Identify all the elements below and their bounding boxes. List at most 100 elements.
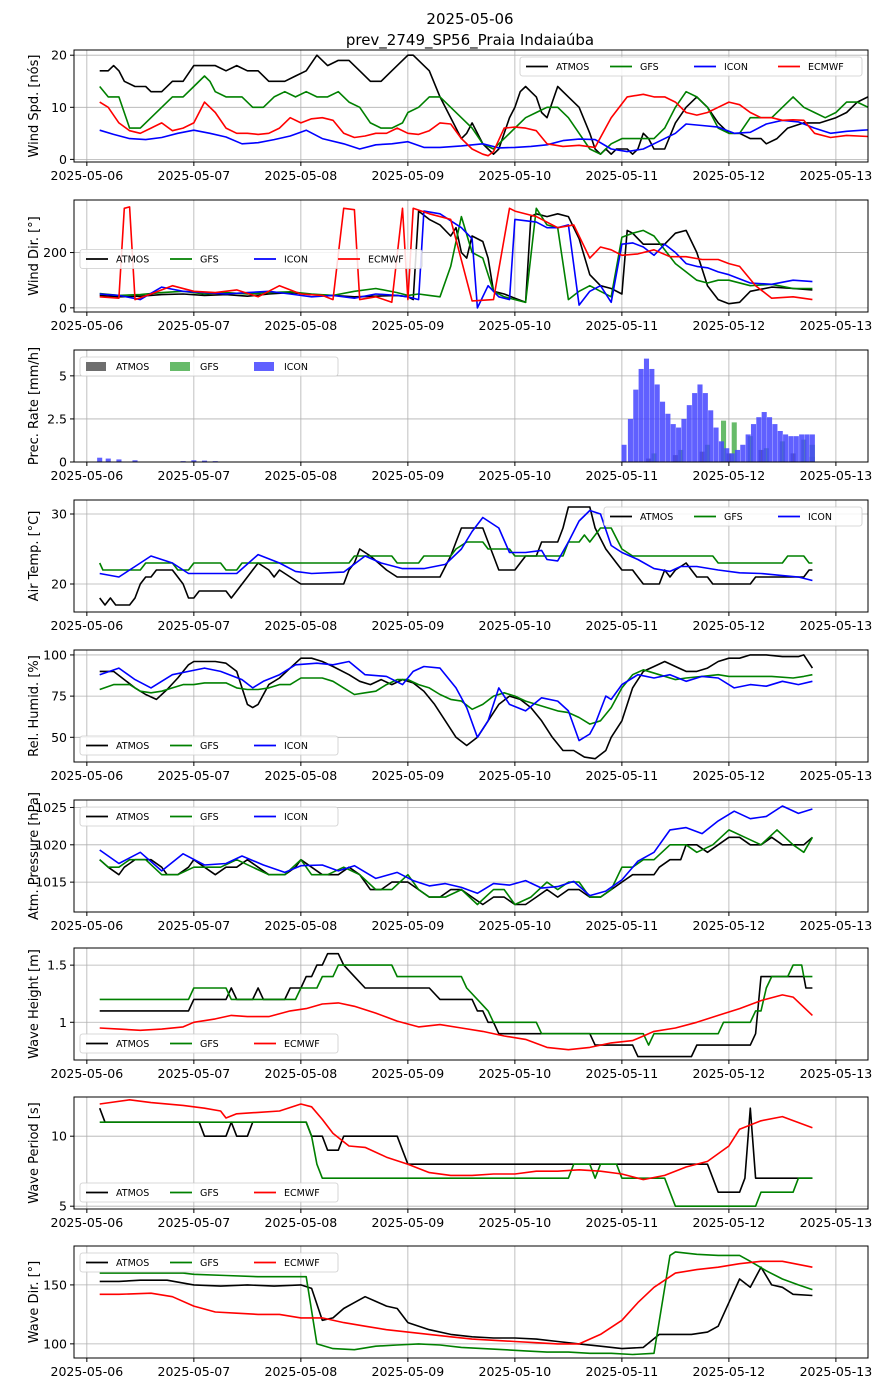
series-line-icon <box>99 119 868 153</box>
legend-wave_period: ATMOS GFS ECMWF <box>79 1182 339 1203</box>
x-tick-label: 2025-05-07 <box>158 468 231 483</box>
legend-label: ECMWF <box>284 1258 320 1269</box>
bar-icon <box>649 368 655 462</box>
legend-label: ECMWF <box>284 1188 320 1199</box>
y-tick-label: 20 <box>51 577 67 592</box>
x-tick-label: 2025-05-10 <box>479 768 552 783</box>
bar-icon <box>756 417 762 462</box>
x-tick-label: 2025-05-10 <box>479 168 552 183</box>
x-tick-label: 2025-05-11 <box>586 1364 659 1379</box>
x-tick-label: 2025-05-13 <box>800 168 873 183</box>
legend-box <box>79 1182 339 1203</box>
y-tick-label: 1 <box>59 1015 67 1030</box>
legend-wave_height: ATMOS GFS ECMWF <box>79 1033 339 1054</box>
x-tick-label: 2025-05-07 <box>158 318 231 333</box>
y-tick-label: 1020 <box>35 837 67 852</box>
bar-icon <box>627 418 633 462</box>
series-icon <box>97 358 815 462</box>
y-axis-label: Wind Spd. [nós] <box>27 55 42 158</box>
axes-frame <box>73 1096 869 1210</box>
bar-icon <box>105 458 111 462</box>
legend-pressure: ATMOS GFS ICON <box>79 806 339 827</box>
figure-title: 2025-05-06 <box>426 10 513 28</box>
panel-wind_dir: 2025-05-06 2025-05-07 2025-05-08 2025-05-09… <box>27 199 872 333</box>
panel-wave_height: 2025-05-06 2025-05-07 2025-05-08 2025-05-09… <box>27 947 872 1081</box>
bar-icon <box>783 434 789 462</box>
y-axis-label: Rel. Humid. [%] <box>27 655 42 757</box>
series-line-ecmwf <box>99 206 813 304</box>
y-axis-label: Wave Dir. [°] <box>27 1261 42 1344</box>
x-tick-label: 2025-05-07 <box>158 1215 231 1230</box>
bar-icon <box>809 434 815 462</box>
x-tick-label: 2025-05-11 <box>586 168 659 183</box>
bar-icon <box>692 393 698 462</box>
x-tick-label: 2025-05-11 <box>586 618 659 633</box>
y-tick-label: 5 <box>59 1199 67 1214</box>
plot-area-wind_speed <box>99 54 868 157</box>
panel-wave_period: 2025-05-06 2025-05-07 2025-05-08 2025-05-09… <box>27 1096 873 1230</box>
y-tick-label: 10 <box>51 100 67 115</box>
series-line-gfs <box>99 669 813 725</box>
x-tick-label: 2025-05-11 <box>586 918 659 933</box>
bar-icon <box>686 405 692 462</box>
bar-icon <box>670 424 676 462</box>
x-tick-label: 2025-05-09 <box>372 1364 445 1379</box>
legend-prec: ATMOS GFS ICON <box>79 356 339 377</box>
legend-label: ATMOS <box>116 1188 149 1199</box>
x-tick-label: 2025-05-09 <box>372 318 445 333</box>
legend-label: GFS <box>200 812 219 823</box>
bar-icon <box>750 424 757 462</box>
bar-gfs <box>720 420 727 462</box>
legend-label: GFS <box>200 362 219 373</box>
x-tick-label: 2025-05-06 <box>51 318 124 333</box>
y-tick-label: 0 <box>59 152 67 167</box>
x-tick-label: 2025-05-10 <box>479 1066 552 1081</box>
legend-label: ICON <box>808 512 832 523</box>
series-line-atmos <box>99 1266 813 1350</box>
y-axis-label: Atm. Pressure [hPa] <box>27 792 42 920</box>
x-tick-label: 2025-05-13 <box>800 468 873 483</box>
axes-frame <box>73 947 869 1061</box>
x-tick-label: 2025-05-12 <box>693 1066 766 1081</box>
bar-icon <box>676 427 682 462</box>
series-line-gfs <box>99 964 813 1046</box>
bar-gfs <box>731 422 737 462</box>
y-axis-label: Wind Dir. [°] <box>27 216 42 296</box>
legend-wave_dir: ATMOS GFS ECMWF <box>79 1252 339 1273</box>
legend-label: GFS <box>200 1039 219 1050</box>
panel-pressure: 2025-05-06 2025-05-07 2025-05-08 2025-05-09… <box>27 792 872 933</box>
legend-swatch <box>86 362 106 371</box>
legend-swatch <box>170 362 190 371</box>
x-tick-label: 2025-05-12 <box>693 318 766 333</box>
y-tick-label: 200 <box>43 245 67 260</box>
series-line-atmos <box>98 1107 813 1193</box>
legend-label: ATMOS <box>116 741 149 752</box>
legend-label: ATMOS <box>640 512 673 523</box>
x-tick-label: 2025-05-10 <box>479 918 552 933</box>
x-tick-label: 2025-05-10 <box>479 468 552 483</box>
y-tick-label: 1.5 <box>47 958 67 973</box>
x-tick-label: 2025-05-13 <box>800 1215 873 1230</box>
x-tick-label: 2025-05-12 <box>693 918 766 933</box>
legend-air_temp: ATMOS GFS ICON <box>603 506 863 527</box>
bar-icon <box>116 459 122 462</box>
legend-box <box>79 356 339 377</box>
bar-icon <box>681 418 687 462</box>
bar-icon <box>654 384 660 462</box>
bar-icon <box>799 434 805 462</box>
x-tick-label: 2025-05-08 <box>265 618 338 633</box>
bar-icon <box>772 424 778 462</box>
plot-area-pressure <box>99 805 814 906</box>
legend-label: ECMWF <box>284 1039 320 1050</box>
series-line-gfs <box>98 527 813 571</box>
y-tick-label: 100 <box>43 647 67 662</box>
x-tick-label: 2025-05-10 <box>479 1215 552 1230</box>
axes-frame <box>73 349 869 463</box>
legend-rel_humid: ATMOS GFS ICON <box>79 735 339 756</box>
bar-icon <box>745 434 751 462</box>
bar-icon <box>132 460 138 462</box>
x-tick-label: 2025-05-09 <box>372 918 445 933</box>
y-tick-label: 20 <box>51 48 67 63</box>
bar-icon <box>633 389 639 462</box>
